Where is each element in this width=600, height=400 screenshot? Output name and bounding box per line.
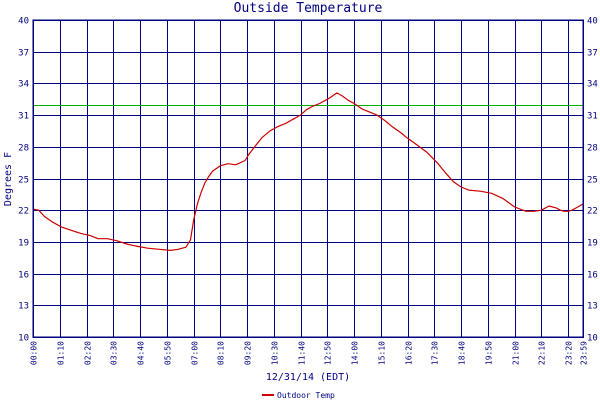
series-line-outdoor-temp [32, 92, 584, 251]
x-tick-1140: 11:40 [298, 341, 307, 365]
plot-frame [32, 19, 584, 338]
legend-label-outdoor-temp: Outdoor Temp [277, 391, 335, 400]
x-tick-0700: 07:00 [191, 341, 200, 365]
y-tick-right-37: 37 [587, 49, 598, 59]
y-tick-right-16: 16 [587, 271, 598, 281]
y-ticks-right: 10 13 16 19 22 25 28 31 34 37 40 [587, 17, 598, 344]
x-tick-0330: 03:30 [110, 341, 119, 365]
x-tick-0110: 01:10 [57, 341, 66, 365]
y-tick-left-10: 10 [18, 334, 29, 344]
y-tick-right-34: 34 [587, 80, 598, 90]
series-layer [32, 92, 584, 251]
x-tick-0550: 05:50 [164, 341, 173, 365]
legend: Outdoor Temp [262, 391, 335, 400]
x-axis-title: 12/31/14 (EDT) [266, 372, 350, 383]
x-tick-1840: 18:40 [458, 341, 467, 365]
x-tick-1400: 14:00 [351, 341, 360, 365]
y-tick-right-10: 10 [587, 334, 598, 344]
y-tick-left-19: 19 [18, 239, 29, 249]
y-ticks-left: 10 13 16 19 22 25 28 31 34 37 40 [18, 17, 29, 344]
x-tick-1510: 15:10 [378, 341, 387, 365]
y-tick-right-13: 13 [587, 302, 598, 312]
x-tick-1030: 10:30 [271, 341, 280, 365]
x-tick-1730: 17:30 [431, 341, 440, 365]
y-tick-right-28: 28 [587, 144, 598, 154]
y-tick-left-31: 31 [18, 112, 29, 122]
y-tick-right-19: 19 [587, 239, 598, 249]
x-ticks: 00:00 01:10 02:20 03:30 04:40 05:50 07:00 08:10… [30, 341, 589, 365]
x-tick-1620: 16:20 [405, 341, 414, 365]
x-tick-0000: 00:00 [30, 341, 39, 365]
y-tick-left-22: 22 [18, 207, 29, 217]
x-tick-2320: 23:20 [565, 341, 574, 365]
y-axis-title: Degrees F [3, 152, 14, 206]
x-tick-2100: 21:00 [512, 341, 521, 365]
y-tick-right-40: 40 [587, 17, 598, 27]
y-tick-left-16: 16 [18, 271, 29, 281]
y-tick-right-22: 22 [587, 207, 598, 217]
y-tick-left-28: 28 [18, 144, 29, 154]
y-tick-left-40: 40 [18, 17, 29, 27]
chart-title: Outside Temperature [234, 1, 383, 16]
x-tick-1950: 19:50 [485, 341, 494, 365]
x-tick-0920: 09:20 [244, 341, 253, 365]
y-tick-right-31: 31 [587, 112, 598, 122]
x-tick-2210: 22:10 [538, 341, 547, 365]
x-tick-0440: 04:40 [137, 341, 146, 365]
y-tick-left-13: 13 [18, 302, 29, 312]
y-tick-left-37: 37 [18, 49, 29, 59]
y-tick-left-25: 25 [18, 176, 29, 186]
x-tick-0220: 02:20 [84, 341, 93, 365]
y-tick-left-34: 34 [18, 80, 29, 90]
x-tick-1250: 12:50 [324, 341, 333, 365]
y-tick-right-25: 25 [587, 176, 598, 186]
x-tick-2359: 23:59 [580, 341, 589, 365]
x-tick-0810: 08:10 [217, 341, 226, 365]
